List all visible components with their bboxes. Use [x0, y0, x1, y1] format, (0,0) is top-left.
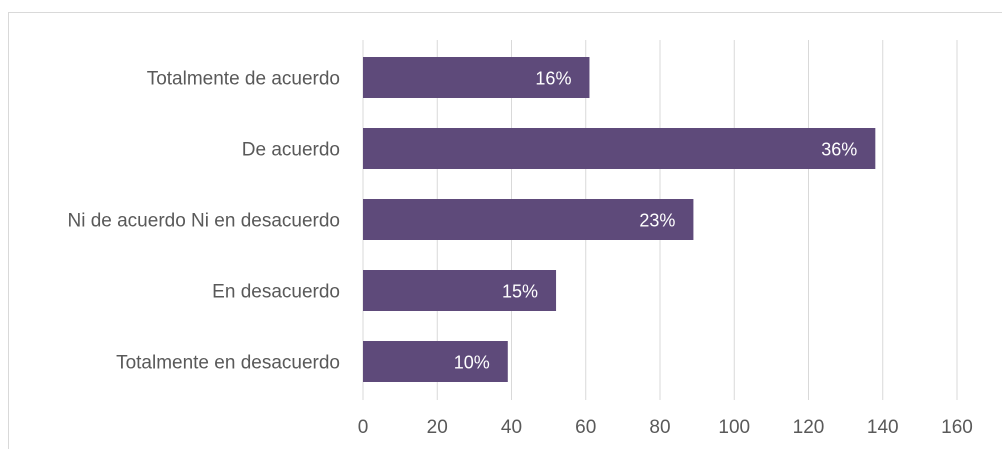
- x-tick-label: 0: [358, 417, 369, 438]
- data-label: 36%: [821, 140, 857, 160]
- bar: [363, 128, 876, 169]
- x-tick-label: 140: [867, 417, 899, 438]
- category-label: En desacuerdo: [212, 282, 340, 303]
- chart-border-left: [8, 12, 9, 449]
- chart-border-top: [8, 12, 1002, 13]
- category-label: Ni de acuerdo Ni en desacuerdo: [67, 211, 340, 232]
- bar: [363, 199, 694, 240]
- category-label: Totalmente en desacuerdo: [116, 353, 340, 374]
- x-tick-label: 20: [427, 417, 448, 438]
- data-label: 16%: [535, 69, 571, 89]
- x-tick-label: 80: [649, 417, 670, 438]
- x-tick-label: 60: [575, 417, 596, 438]
- bar: [363, 341, 508, 382]
- x-tick-label: 100: [718, 417, 750, 438]
- x-tick-label: 120: [793, 417, 825, 438]
- bar: [363, 57, 590, 98]
- data-label: 23%: [639, 211, 675, 231]
- category-label: Totalmente de acuerdo: [147, 69, 340, 90]
- category-label: De acuerdo: [242, 140, 340, 161]
- data-label: 15%: [502, 282, 538, 302]
- bar: [363, 270, 557, 311]
- x-tick-label: 160: [941, 417, 973, 438]
- data-label: 10%: [454, 353, 490, 373]
- x-tick-label: 40: [501, 417, 522, 438]
